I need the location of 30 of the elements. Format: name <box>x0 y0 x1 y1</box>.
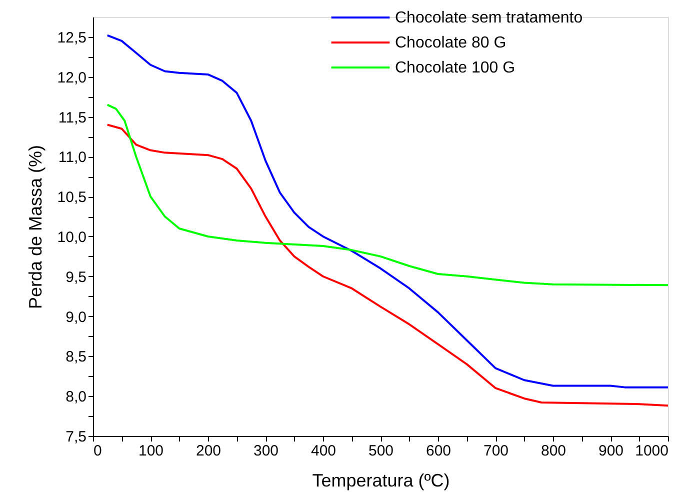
line-series <box>106 124 669 407</box>
x-tick-label: 800 <box>540 442 566 460</box>
y-tick-label: 12,0 <box>57 69 86 86</box>
legend-label: Chocolate sem tratamento <box>395 10 583 26</box>
x-tick-label: 1000 <box>635 442 668 460</box>
y-tick-label: 12,5 <box>57 29 86 46</box>
x-axis-title: Temperatura (ºC) <box>312 470 450 490</box>
y-tick-label: 10,5 <box>57 189 86 206</box>
x-tick-label: 300 <box>253 442 279 460</box>
line-series <box>106 104 669 286</box>
y-tick-label: 8,0 <box>66 388 86 406</box>
y-tick-label: 11,0 <box>58 149 86 166</box>
x-tick-label: 0 <box>94 442 102 460</box>
y-tick-label: 7,5 <box>66 428 86 446</box>
y-tick-label: 10,0 <box>57 228 86 246</box>
x-tick-label: 900 <box>598 442 624 460</box>
legend-label: Chocolate 80 G <box>395 34 506 52</box>
x-tick-label: 600 <box>426 442 452 460</box>
x-tick-label: 500 <box>368 442 394 460</box>
y-tick-label: 9,5 <box>66 268 86 286</box>
line-series <box>106 34 669 388</box>
y-tick-label: 11,5 <box>58 109 86 126</box>
x-tick-label: 100 <box>138 442 164 460</box>
y-tick-label: 8,5 <box>66 348 86 366</box>
x-tick-label: 200 <box>196 442 222 460</box>
y-axis-title: Perda de Massa (%) <box>25 144 46 310</box>
x-tick-label: 400 <box>310 442 336 460</box>
x-tick-label: 700 <box>483 442 509 460</box>
legend-label: Chocolate 100 G <box>395 60 516 76</box>
y-tick-label: 9,0 <box>66 308 86 326</box>
